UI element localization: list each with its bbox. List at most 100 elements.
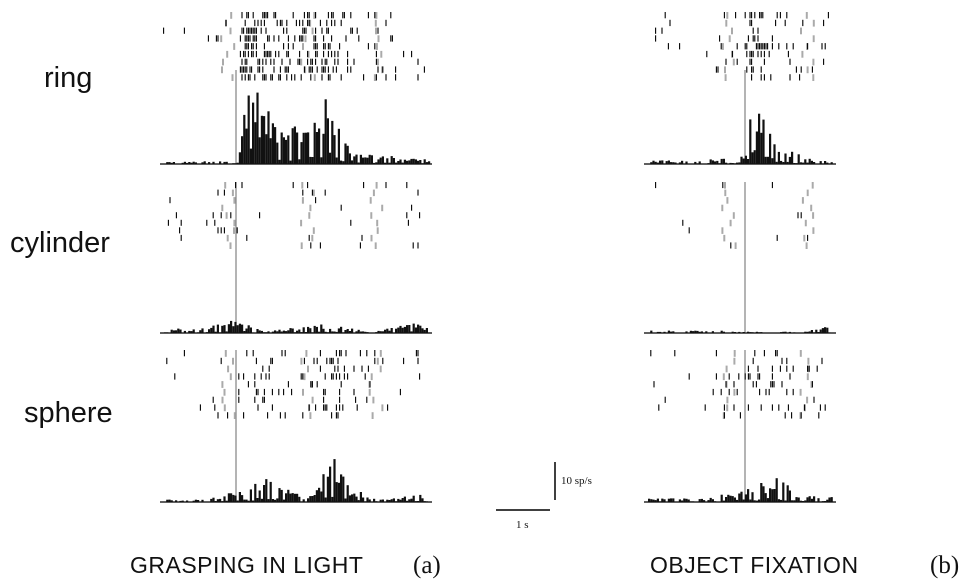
- histogram-bar: [709, 497, 712, 502]
- histogram-bar: [285, 493, 288, 502]
- histogram-bar: [806, 162, 809, 164]
- histogram-bar: [287, 489, 290, 502]
- histogram-bar: [335, 482, 338, 502]
- histogram-bar: [351, 328, 354, 333]
- histogram-bar: [315, 132, 318, 164]
- histogram-bar: [168, 499, 171, 502]
- histogram-bar: [760, 332, 763, 333]
- histogram-bar: [278, 159, 281, 164]
- histogram-bar: [410, 331, 413, 333]
- histogram-bar: [271, 123, 274, 164]
- histogram-bar: [698, 499, 701, 502]
- histogram-bar: [375, 162, 378, 164]
- histogram-bar: [685, 498, 688, 502]
- histogram-bar: [307, 326, 310, 333]
- histogram-bar: [826, 327, 829, 333]
- histogram-bar: [313, 325, 316, 333]
- histogram-bar: [315, 326, 318, 333]
- histogram-bar: [274, 499, 277, 502]
- histogram-bar: [824, 327, 827, 333]
- histogram-bar: [740, 491, 743, 502]
- histogram-bar: [373, 162, 376, 164]
- histogram-bar: [758, 113, 761, 164]
- histogram-bar: [652, 499, 655, 502]
- histogram-bar: [401, 498, 404, 502]
- histogram-bar: [197, 500, 200, 502]
- histogram-bar: [168, 162, 171, 164]
- histogram-bar: [821, 501, 824, 502]
- histogram-bar: [773, 144, 776, 164]
- title-fixation: OBJECT FIXATION: [650, 552, 859, 578]
- histogram-bar: [375, 501, 378, 502]
- histogram-bar: [412, 323, 415, 333]
- histogram-bar: [410, 158, 413, 164]
- histogram-bar: [366, 497, 369, 502]
- histogram-bar: [219, 161, 222, 164]
- histogram-bar: [359, 154, 362, 164]
- histogram-bar: [309, 328, 312, 333]
- histogram-bar: [302, 327, 305, 333]
- histogram-bar: [368, 499, 371, 502]
- histogram-bar: [201, 499, 204, 502]
- histogram-bar: [425, 328, 428, 333]
- histogram-bar: [267, 499, 270, 502]
- histogram-bar: [386, 328, 389, 333]
- histogram-bar: [249, 148, 252, 164]
- histogram-bar: [421, 498, 424, 502]
- histogram-bar: [736, 499, 739, 502]
- histogram-bar: [232, 326, 235, 333]
- histogram-bar: [414, 159, 417, 164]
- histogram-bar: [729, 162, 732, 164]
- histogram-bar: [650, 162, 653, 164]
- histogram-bar: [252, 332, 255, 333]
- histogram-bar: [379, 331, 382, 333]
- histogram-bar: [320, 324, 323, 333]
- histogram-bar: [659, 501, 662, 502]
- histogram-bar: [403, 326, 406, 333]
- histogram-bar: [733, 497, 736, 502]
- histogram-bar: [192, 329, 195, 333]
- histogram-bar: [210, 498, 213, 502]
- histogram-bar: [243, 499, 246, 502]
- row-cylinder: [644, 182, 836, 334]
- histogram-bar: [791, 151, 794, 164]
- label-sphere: sphere: [24, 397, 113, 429]
- histogram-bar: [170, 500, 173, 502]
- histogram-bar: [791, 500, 794, 502]
- histogram-bar: [322, 133, 325, 164]
- histogram-bar: [346, 329, 349, 333]
- histogram-bar: [172, 162, 175, 164]
- histogram-bar: [302, 499, 305, 502]
- histogram-bar: [214, 331, 217, 333]
- histogram-bar: [795, 497, 798, 502]
- histogram-bar: [313, 495, 316, 502]
- histogram-bar: [212, 161, 215, 164]
- histogram-bar: [289, 328, 292, 333]
- histogram-bar: [324, 331, 327, 333]
- histogram-bar: [711, 499, 714, 502]
- histogram-bar: [733, 163, 736, 164]
- histogram-bar: [333, 331, 336, 333]
- histogram-bar: [333, 459, 336, 502]
- histogram-bar: [423, 501, 426, 502]
- row-cylinder: [160, 182, 432, 334]
- histogram-bar: [225, 161, 228, 164]
- histogram-bar: [815, 329, 818, 333]
- histogram-bar: [381, 156, 384, 164]
- histogram-bar: [806, 331, 809, 333]
- histogram-bar: [344, 143, 347, 164]
- histogram-bar: [241, 324, 244, 333]
- histogram-bar: [397, 327, 400, 333]
- histogram-bar: [357, 162, 360, 164]
- histogram-bar: [412, 158, 415, 164]
- histogram-bar: [280, 132, 283, 164]
- histogram-bar: [797, 497, 800, 502]
- histogram-bar: [183, 161, 186, 164]
- histogram-bar: [720, 494, 723, 502]
- histogram-bar: [397, 161, 400, 164]
- histogram-bar: [828, 497, 831, 502]
- histogram-bar: [780, 499, 783, 502]
- panel-grasping: [160, 12, 432, 503]
- histogram-bar: [670, 498, 673, 502]
- histogram-bar: [417, 501, 420, 502]
